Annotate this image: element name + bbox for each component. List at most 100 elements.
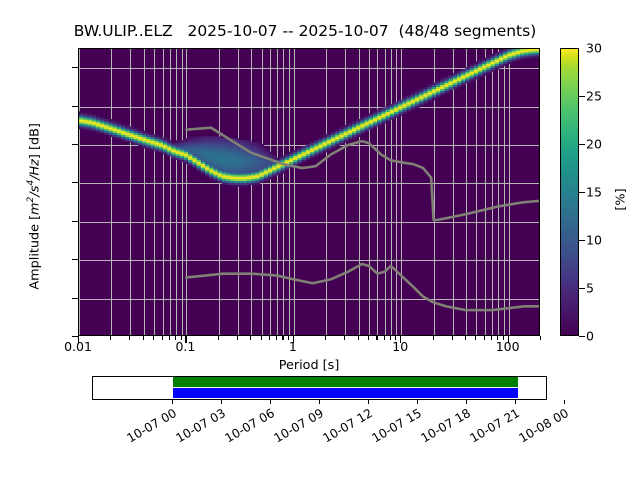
ppsd-cell xyxy=(205,161,210,164)
ppsd-cell xyxy=(146,134,151,137)
ppsd-cell xyxy=(448,86,454,89)
ppsd-cell xyxy=(247,159,252,162)
ppsd-cell xyxy=(314,151,319,155)
ppsd-cell xyxy=(200,169,206,172)
ppsd-cell xyxy=(196,155,202,159)
ppsd-cell xyxy=(272,155,277,159)
ppsd-cell xyxy=(100,119,105,122)
ppsd-cell xyxy=(419,94,424,97)
ppsd-cell xyxy=(385,117,391,120)
ppsd-cell xyxy=(402,101,407,105)
ppsd-cell xyxy=(184,149,189,153)
ppsd-cell xyxy=(335,142,340,145)
ppsd-cell xyxy=(343,136,349,139)
ppsd-cell xyxy=(167,153,172,157)
ppsd-cell xyxy=(83,122,88,126)
grid-line-vertical xyxy=(433,49,435,335)
ppsd-cell xyxy=(209,176,214,180)
ppsd-cell xyxy=(179,140,185,143)
ppsd-cell xyxy=(461,76,466,80)
ppsd-cell xyxy=(381,113,386,116)
ppsd-cell xyxy=(87,122,92,126)
ppsd-cell xyxy=(209,157,214,160)
ppsd-cell xyxy=(184,147,189,151)
ppsd-cell xyxy=(276,170,281,174)
ppsd-cell xyxy=(209,142,214,145)
ppsd-cell xyxy=(125,128,130,132)
ppsd-cell xyxy=(255,167,260,170)
ppsd-cell xyxy=(91,124,97,128)
ppsd-cell xyxy=(238,157,244,160)
ppsd-cell xyxy=(339,138,344,141)
ppsd-cell xyxy=(339,142,344,145)
ppsd-cell xyxy=(310,155,315,159)
ppsd-cell xyxy=(263,153,269,157)
ppsd-cell xyxy=(297,161,302,164)
ppsd-cell xyxy=(205,140,210,143)
ppsd-cell xyxy=(100,121,105,124)
ppsd-cell xyxy=(520,55,525,59)
ppsd-cell xyxy=(356,121,361,124)
ppsd-cell xyxy=(83,121,88,124)
ppsd-cell xyxy=(293,163,298,166)
ppsd-cell xyxy=(284,157,290,160)
ppsd-cell xyxy=(347,122,353,126)
ppsd-cell xyxy=(406,103,412,107)
ppsd-cell xyxy=(137,130,143,134)
ppsd-cell xyxy=(213,142,218,145)
ppsd-cell xyxy=(247,176,252,180)
ppsd-cell xyxy=(108,124,113,128)
ppsd-cell xyxy=(352,134,357,137)
ppsd-cell xyxy=(490,55,496,59)
x-tick-mark-minor xyxy=(287,336,289,340)
ppsd-cell xyxy=(503,49,508,53)
ppsd-cell xyxy=(234,140,239,143)
ppsd-cell xyxy=(234,161,239,164)
ppsd-cell xyxy=(213,155,218,159)
ppsd-cell xyxy=(196,140,202,143)
ppsd-cell xyxy=(242,142,248,145)
ppsd-cell xyxy=(457,84,462,88)
ppsd-cell xyxy=(226,165,231,168)
grid-line-vertical xyxy=(368,49,370,335)
ppsd-cell xyxy=(356,128,361,132)
ppsd-cell xyxy=(238,182,244,185)
ppsd-cell xyxy=(364,117,370,120)
ppsd-cell xyxy=(465,74,470,78)
ppsd-cell xyxy=(280,165,286,168)
timeline-tick-mark xyxy=(367,400,369,405)
ppsd-cell xyxy=(263,174,269,178)
ppsd-cell xyxy=(482,59,487,63)
ppsd-cell xyxy=(221,157,227,160)
ppsd-cell xyxy=(347,130,353,134)
ppsd-cell xyxy=(116,124,122,128)
ppsd-cell xyxy=(461,71,466,74)
ppsd-cell xyxy=(255,165,260,168)
ppsd-cell xyxy=(121,136,126,139)
ppsd-cell xyxy=(95,117,101,120)
ppsd-cell xyxy=(377,122,382,126)
ppsd-cell xyxy=(167,145,172,149)
ppsd-cell xyxy=(431,92,437,95)
ppsd-cell xyxy=(234,167,239,170)
ppsd-cell xyxy=(410,96,416,99)
ppsd-cell xyxy=(507,53,512,57)
ppsd-cell xyxy=(478,74,483,78)
ppsd-cell xyxy=(440,82,445,86)
ppsd-cell xyxy=(436,92,441,95)
ppsd-cell xyxy=(91,128,97,132)
ppsd-cell xyxy=(209,155,214,159)
ppsd-cell xyxy=(272,172,277,176)
ppsd-cell xyxy=(457,74,462,78)
colorbar-tick-mark xyxy=(579,288,585,290)
ppsd-cell xyxy=(251,163,256,166)
ppsd-cell xyxy=(368,126,374,130)
ppsd-cell xyxy=(205,147,210,151)
ppsd-cell xyxy=(242,176,248,180)
ppsd-cell xyxy=(326,132,332,136)
ppsd-cell xyxy=(234,157,239,160)
grid-line-vertical xyxy=(186,49,188,335)
ppsd-cell xyxy=(247,145,252,149)
ppsd-cell xyxy=(104,128,109,132)
ppsd-cell xyxy=(221,180,227,184)
